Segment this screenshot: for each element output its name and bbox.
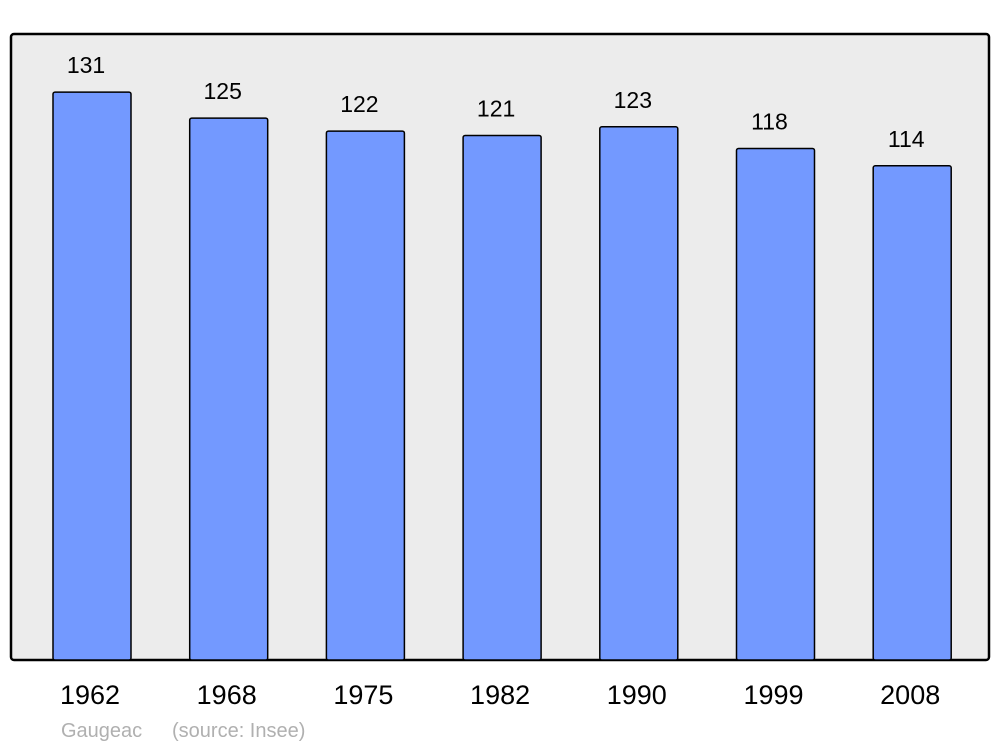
bar-1968 — [188, 117, 269, 661]
x-tick-label-1975: 1975 — [333, 680, 393, 710]
x-tick-label-1999: 1999 — [743, 680, 803, 710]
bar-1962 — [52, 91, 132, 661]
x-tick-label-1968: 1968 — [197, 680, 257, 710]
data-label-1962: 131 — [67, 52, 105, 78]
footer-place: Gaugeac — [61, 720, 142, 742]
x-tick-label-2008: 2008 — [880, 680, 940, 710]
x-tick-label-1962: 1962 — [60, 680, 120, 710]
data-label-1975: 122 — [340, 91, 378, 117]
footer-source: (source: Insee) — [172, 720, 305, 742]
data-label-1990: 123 — [614, 87, 652, 113]
data-label-1999: 118 — [751, 108, 788, 134]
data-label-1968: 125 — [204, 78, 242, 104]
data-label-1982: 121 — [477, 95, 515, 121]
bar-1982 — [462, 134, 542, 661]
x-tick-label-1982: 1982 — [470, 680, 530, 710]
data-label-2008: 114 — [888, 126, 925, 152]
x-tick-label-1990: 1990 — [607, 680, 667, 710]
bar-1999 — [735, 147, 816, 661]
bar-1990 — [599, 126, 679, 661]
bar-2008 — [872, 165, 952, 661]
bar-1975 — [325, 130, 406, 661]
